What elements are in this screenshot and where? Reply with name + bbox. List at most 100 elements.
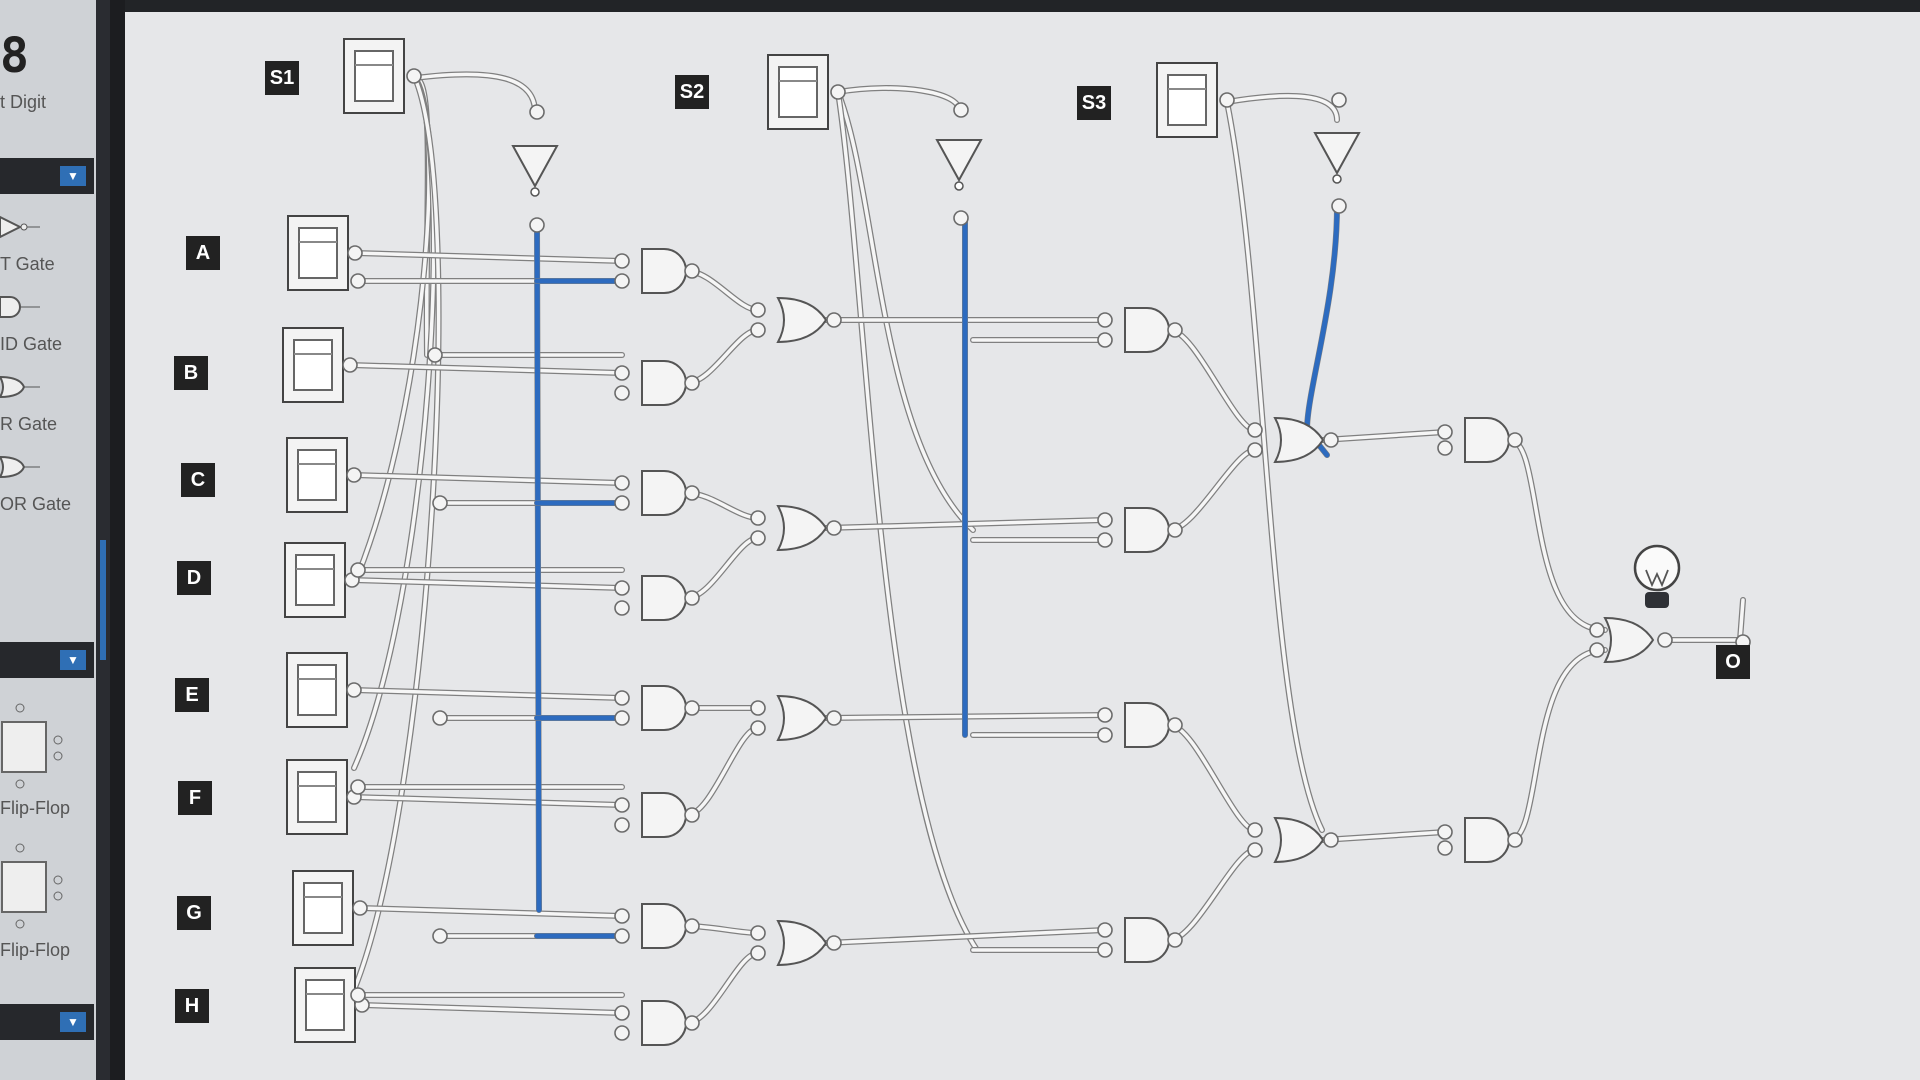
pin-connector[interactable] — [342, 357, 358, 373]
pin-connector[interactable] — [953, 210, 969, 226]
pin-connector[interactable] — [432, 495, 448, 511]
pin-connector[interactable] — [1097, 312, 1113, 328]
pin-connector[interactable] — [750, 510, 766, 526]
pin-connector[interactable] — [684, 263, 700, 279]
or-gate[interactable] — [776, 504, 828, 552]
pin-connector[interactable] — [1589, 622, 1605, 638]
and-gate[interactable] — [641, 903, 687, 949]
or-gate[interactable] — [776, 694, 828, 742]
pin-connector[interactable] — [614, 253, 630, 269]
pin-connector[interactable] — [1247, 442, 1263, 458]
pin-connector[interactable] — [350, 562, 366, 578]
pin-connector[interactable] — [352, 900, 368, 916]
pin-connector[interactable] — [614, 908, 630, 924]
and-gate[interactable] — [641, 792, 687, 838]
pin-connector[interactable] — [826, 520, 842, 536]
pin-connector[interactable] — [750, 322, 766, 338]
pin-connector[interactable] — [347, 245, 363, 261]
palette-item-or-gate[interactable]: R Gate — [0, 414, 58, 434]
pin-connector[interactable] — [1097, 707, 1113, 723]
pin-connector[interactable] — [750, 700, 766, 716]
pin-connector[interactable] — [1323, 432, 1339, 448]
pin-connector[interactable] — [684, 590, 700, 606]
pin-connector[interactable] — [529, 217, 545, 233]
and-gate[interactable] — [641, 470, 687, 516]
and-gate[interactable] — [641, 360, 687, 406]
pin-connector[interactable] — [1437, 424, 1453, 440]
pin-connector[interactable] — [1437, 824, 1453, 840]
pin-connector[interactable] — [529, 104, 545, 120]
pin-connector[interactable] — [1097, 727, 1113, 743]
palette-item-xor-gate[interactable]: OR Gate — [0, 494, 72, 514]
pin-connector[interactable] — [1167, 932, 1183, 948]
pin-connector[interactable] — [750, 530, 766, 546]
pin-connector[interactable] — [684, 807, 700, 823]
pin-connector[interactable] — [614, 1025, 630, 1041]
not-gate[interactable] — [935, 139, 983, 183]
pin-connector[interactable] — [614, 690, 630, 706]
and-gate[interactable] — [641, 685, 687, 731]
or-gate[interactable] — [1603, 616, 1655, 664]
and-gate[interactable] — [1464, 417, 1510, 463]
pin-connector[interactable] — [684, 918, 700, 934]
pin-connector[interactable] — [427, 347, 443, 363]
pin-connector[interactable] — [614, 928, 630, 944]
circuit-canvas[interactable]: S1 S2 S3 A B C D E F G H O — [125, 0, 1920, 1080]
pin-connector[interactable] — [1167, 322, 1183, 338]
pin-connector[interactable] — [1437, 840, 1453, 856]
pin-connector[interactable] — [432, 928, 448, 944]
pin-connector[interactable] — [1097, 942, 1113, 958]
pin-connector[interactable] — [684, 375, 700, 391]
pin-connector[interactable] — [1097, 332, 1113, 348]
pin-connector[interactable] — [1323, 832, 1339, 848]
pin-connector[interactable] — [1247, 822, 1263, 838]
pin-connector[interactable] — [350, 273, 366, 289]
palette-item-not-gate[interactable]: T Gate — [0, 254, 55, 274]
pin-connector[interactable] — [614, 817, 630, 833]
pin-connector[interactable] — [350, 987, 366, 1003]
pin-connector[interactable] — [1219, 92, 1235, 108]
pin-connector[interactable] — [350, 779, 366, 795]
pin-connector[interactable] — [1167, 717, 1183, 733]
or-gate[interactable] — [776, 919, 828, 967]
pin-connector[interactable] — [1331, 198, 1347, 214]
pin-connector[interactable] — [614, 475, 630, 491]
pin-connector[interactable] — [684, 1015, 700, 1031]
not-gate[interactable] — [511, 145, 559, 189]
chevron-down-icon[interactable]: ▼ — [60, 650, 86, 670]
pin-connector[interactable] — [750, 925, 766, 941]
pin-connector[interactable] — [826, 935, 842, 951]
pin-connector[interactable] — [614, 580, 630, 596]
pin-connector[interactable] — [1247, 422, 1263, 438]
palette-item-flip-flop-2[interactable]: Flip-Flop — [0, 940, 71, 960]
chevron-down-icon[interactable]: ▼ — [60, 1012, 86, 1032]
and-gate[interactable] — [641, 248, 687, 294]
or-gate[interactable] — [1273, 816, 1325, 864]
pin-connector[interactable] — [1507, 432, 1523, 448]
pin-connector[interactable] — [614, 797, 630, 813]
pin-connector[interactable] — [614, 385, 630, 401]
not-gate[interactable] — [1313, 132, 1361, 176]
pin-connector[interactable] — [1097, 922, 1113, 938]
and-gate[interactable] — [1124, 917, 1170, 963]
pin-connector[interactable] — [614, 273, 630, 289]
pin-connector[interactable] — [830, 84, 846, 100]
pin-connector[interactable] — [614, 495, 630, 511]
palette-item-flip-flop-1[interactable]: Flip-Flop — [0, 798, 71, 818]
or-gate[interactable] — [776, 296, 828, 344]
pin-connector[interactable] — [826, 710, 842, 726]
pin-connector[interactable] — [614, 365, 630, 381]
pin-connector[interactable] — [614, 1005, 630, 1021]
pin-connector[interactable] — [1097, 532, 1113, 548]
pin-connector[interactable] — [1097, 512, 1113, 528]
pin-connector[interactable] — [432, 710, 448, 726]
pin-connector[interactable] — [1331, 92, 1347, 108]
pin-connector[interactable] — [750, 945, 766, 961]
palette-item-and-gate[interactable]: ID Gate — [0, 334, 63, 354]
pin-connector[interactable] — [684, 700, 700, 716]
pin-connector[interactable] — [684, 485, 700, 501]
pin-connector[interactable] — [1247, 842, 1263, 858]
pin-connector[interactable] — [1167, 522, 1183, 538]
or-gate[interactable] — [1273, 416, 1325, 464]
and-gate[interactable] — [1124, 307, 1170, 353]
